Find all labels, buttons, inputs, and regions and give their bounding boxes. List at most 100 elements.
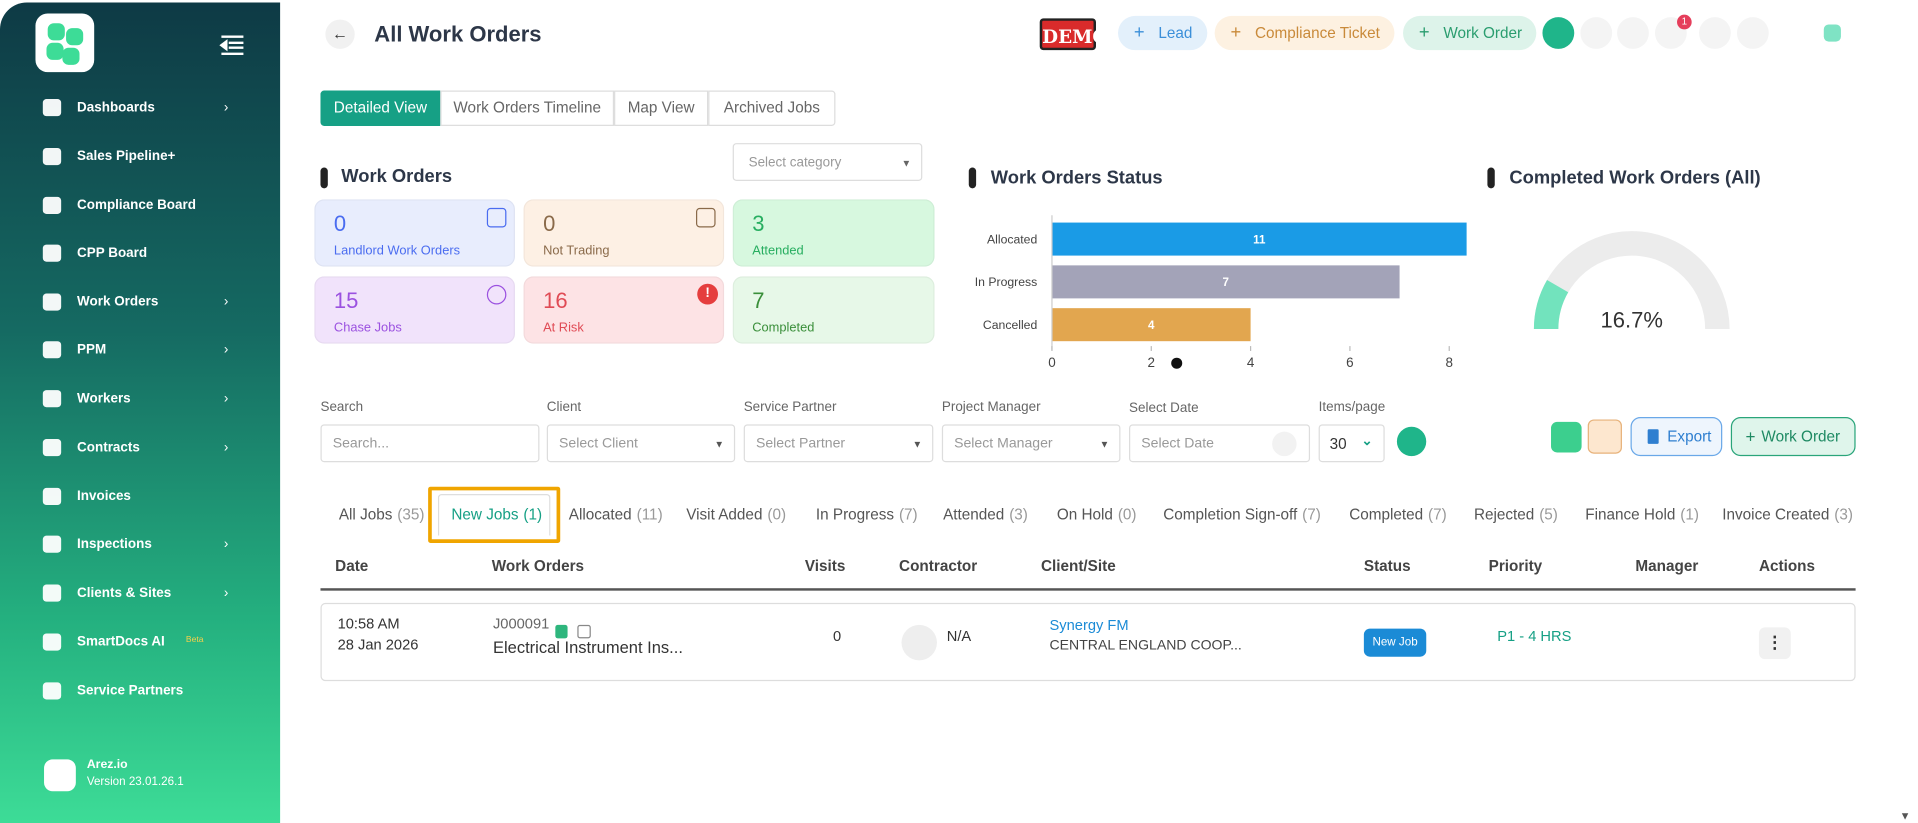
filter-input[interactable]: Search...	[320, 424, 540, 463]
actions-button[interactable]: ⋮	[1758, 627, 1791, 660]
caret: ⌄	[1361, 434, 1373, 449]
filter-input[interactable]: Select Client ▼	[546, 424, 736, 463]
job-tab[interactable]: Completion Sign-off (7)	[1163, 505, 1321, 525]
header-button[interactable]: + Lead	[1118, 15, 1208, 51]
card-icon	[486, 207, 507, 228]
filter-input[interactable]: 30 ⌄	[1318, 424, 1385, 463]
back-button[interactable]: ←	[325, 19, 355, 49]
view-tab[interactable]: Work Orders Timeline	[440, 90, 615, 126]
header-icon[interactable]	[1542, 17, 1575, 49]
job-tab[interactable]: Allocated (11)	[569, 505, 663, 525]
sidebar: Dashboards › Sales Pipeline+ Compliance Boa…	[0, 2, 281, 823]
tab-name: New Jobs	[451, 506, 519, 524]
footer-logo	[44, 759, 76, 792]
header-icon[interactable]	[1699, 17, 1731, 49]
header-icon[interactable]	[1736, 17, 1769, 49]
job-tab[interactable]: Finance Hold (1)	[1585, 505, 1699, 525]
menu-item[interactable]: CPP Board	[24, 238, 263, 267]
job-tab[interactable]: Invoice Created (3)	[1722, 505, 1853, 525]
menu-toggle[interactable]	[219, 34, 246, 56]
archive-button[interactable]	[1587, 419, 1622, 454]
view-tab[interactable]: Detailed View	[320, 90, 441, 126]
gauge-label: 16.7%	[1601, 308, 1663, 333]
header-icon[interactable]	[1617, 17, 1649, 49]
stat-card[interactable]: 7 Completed	[732, 276, 935, 344]
menu-item[interactable]: Work Orders ›	[24, 287, 263, 316]
card-label: At Risk	[543, 320, 584, 336]
card-value: 3	[752, 211, 765, 237]
card-label: Landlord Work Orders	[333, 243, 461, 259]
tab-name: Completion Sign-off	[1163, 506, 1298, 524]
refresh-button[interactable]	[1396, 426, 1427, 457]
scroll-indicator: ▼	[1899, 809, 1911, 822]
tab-count: (7)	[1428, 506, 1447, 524]
card-label: Completed	[752, 320, 815, 336]
filter-input[interactable]: Select Partner ▼	[743, 424, 934, 463]
menu-item[interactable]: Workers ›	[24, 384, 263, 413]
stat-card[interactable]: 0 Not Trading	[523, 199, 725, 267]
view-tab[interactable]: Archived Jobs	[708, 90, 836, 126]
menu-icon	[42, 244, 62, 262]
menu-label: SmartDocs AI	[77, 634, 165, 650]
menu-item[interactable]: Compliance Board	[24, 191, 263, 220]
stat-card[interactable]: 15 Chase Jobs	[314, 276, 515, 344]
header-button[interactable]: + Work Order	[1403, 15, 1537, 51]
job-tab[interactable]: New Jobs (1)	[451, 505, 542, 525]
menu-icon	[42, 439, 62, 457]
button-label: Work Order	[1443, 24, 1523, 42]
tab-count: (3)	[1834, 506, 1853, 524]
filter-input[interactable]: Select Date	[1129, 424, 1311, 463]
placeholder: Search...	[332, 436, 390, 452]
card-label: Attended	[752, 243, 804, 259]
placeholder: Select Manager	[954, 436, 1053, 452]
job-tab[interactable]: Rejected (5)	[1474, 505, 1558, 525]
demo-badge: DEMO	[1039, 18, 1108, 51]
column-header: Status	[1363, 557, 1411, 575]
placeholder: Select Date	[1141, 436, 1214, 452]
export-button[interactable]: Export	[1630, 417, 1723, 457]
menu-item[interactable]: PPM ›	[24, 335, 263, 364]
view-tab[interactable]: Map View	[614, 90, 709, 126]
menu-item[interactable]: Clients & Sites ›	[24, 578, 263, 607]
menu-item[interactable]: Invoices	[24, 482, 263, 511]
stat-card[interactable]: 3 Attended	[732, 199, 935, 267]
job-tab[interactable]: All Jobs (35)	[339, 505, 425, 525]
menu-item[interactable]: Sales Pipeline+	[24, 142, 263, 171]
job-tab[interactable]: Completed (7)	[1349, 505, 1447, 525]
job-tab[interactable]: On Hold (0)	[1057, 505, 1137, 525]
menu-icon	[42, 682, 62, 700]
stat-card[interactable]: 16 At Risk!	[523, 276, 725, 344]
site: CENTRAL ENGLAND COOP...	[1049, 638, 1242, 654]
layers-button[interactable]	[1551, 421, 1582, 453]
status-badge: New Job	[1363, 628, 1427, 657]
menu-item[interactable]: Contracts ›	[24, 433, 263, 462]
menu-item[interactable]: SmartDocs AI Beta	[24, 627, 263, 656]
filter-label: Service Partner	[743, 399, 837, 415]
tab-count: (1)	[523, 506, 543, 524]
menu-item[interactable]: Service Partners	[24, 676, 263, 705]
stat-card[interactable]: 0 Landlord Work Orders	[314, 199, 515, 267]
menu-label: Sales Pipeline+	[77, 149, 176, 164]
job-tab[interactable]: Attended (3)	[943, 505, 1028, 525]
tab-count: (1)	[1680, 506, 1699, 524]
job-tab[interactable]: Visit Added (0)	[686, 505, 786, 525]
chevron: ›	[223, 536, 229, 552]
bar	[1051, 308, 1251, 342]
logo[interactable]	[35, 13, 95, 73]
menu-item[interactable]: Dashboards ›	[24, 93, 263, 122]
header-icon[interactable]	[1580, 17, 1613, 49]
tab-count: (7)	[1302, 506, 1321, 524]
alert-icon: !	[697, 283, 719, 305]
header-button[interactable]: + Compliance Ticket	[1214, 15, 1395, 51]
card-label: Chase Jobs	[333, 320, 402, 336]
table-row[interactable]: 10:58 AM 28 Jan 2026 J000091 Electrical Ins…	[320, 602, 1856, 682]
menu-item[interactable]: Inspections ›	[24, 530, 263, 559]
card-value: 15	[333, 288, 359, 314]
add-work-order-button[interactable]: + Work Order	[1730, 417, 1856, 457]
filter-label: Items/page	[1318, 399, 1386, 415]
job-tab[interactable]: In Progress (7)	[816, 505, 918, 525]
filter-input[interactable]: Select Manager ▼	[941, 424, 1121, 463]
category-select[interactable]: Select category ▼	[732, 143, 923, 181]
marker	[320, 167, 328, 189]
tab-count: (35)	[397, 506, 425, 524]
